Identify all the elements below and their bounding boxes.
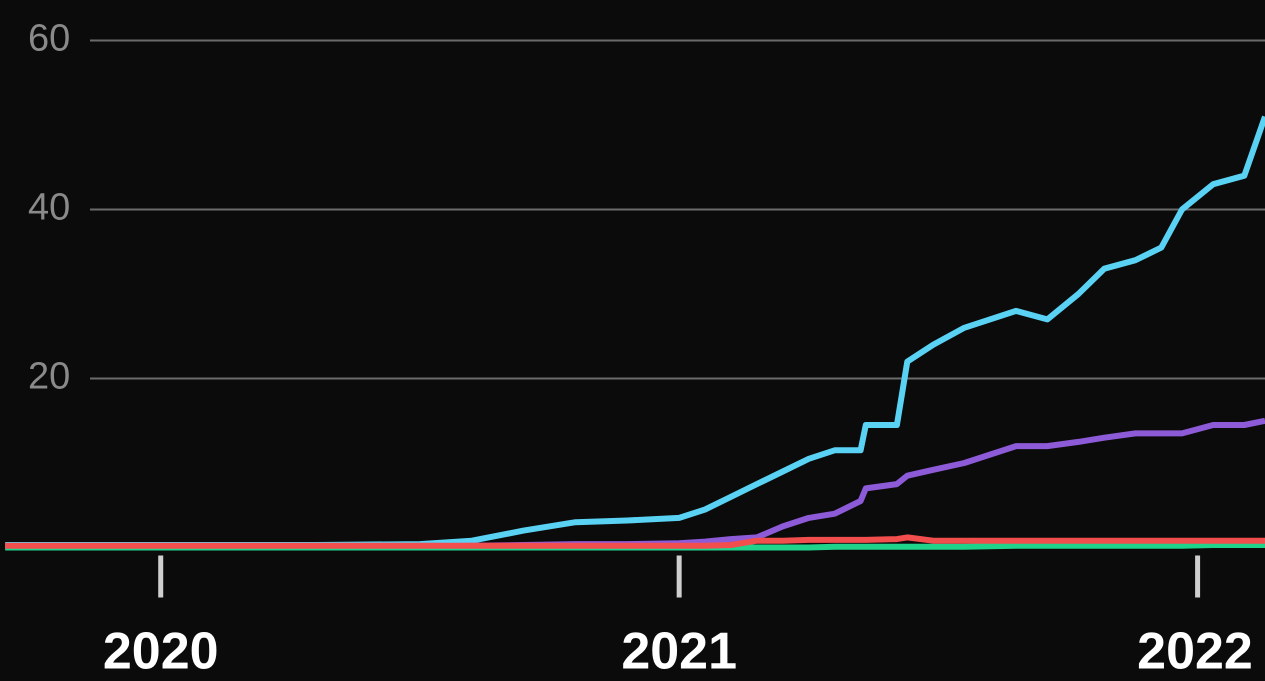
x-tick-label: 2020: [103, 623, 219, 681]
series-line: [5, 115, 1265, 548]
series-line: [5, 534, 1265, 549]
series-line: [5, 417, 1265, 550]
y-tick-label: 60: [28, 18, 70, 60]
x-tick-label: 2021: [621, 623, 737, 681]
x-tick-label: 2022: [1137, 623, 1253, 681]
y-tick-label: 20: [28, 356, 70, 398]
y-tick-label: 40: [28, 187, 70, 229]
